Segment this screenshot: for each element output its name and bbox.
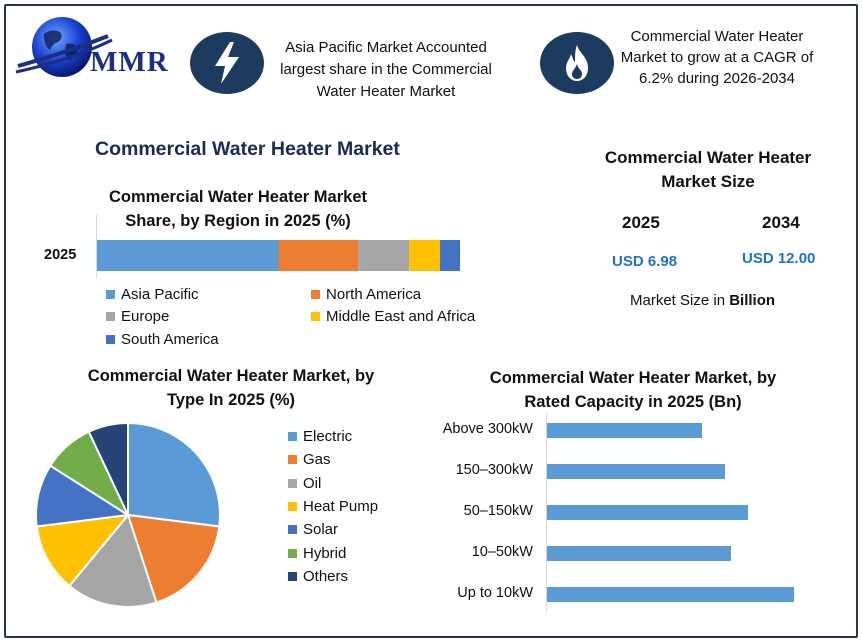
legend-swatch [288,502,297,511]
legend-label: South America [121,331,219,348]
type-legend-item-others: Others [288,568,348,585]
pie-slice-electric [128,423,220,527]
capacity-label-above-300kw: Above 300kW [413,421,533,437]
type-legend-item-gas: Gas [288,451,331,468]
market-size-title: Commercial Water Heater Market Size [592,146,824,194]
legend-swatch [106,335,115,344]
region-legend-item-north-america: North America [311,286,421,303]
market-size-note-unit: Billion [729,292,775,309]
region-chart-title: Commercial Water Heater Market Share, by… [90,185,386,233]
legend-label: Oil [303,475,321,492]
market-size-note-prefix: Market Size in [630,292,729,309]
type-legend-item-electric: Electric [288,428,352,445]
legend-label: Solar [303,521,338,538]
capacity-bar-150-300kw [547,464,725,479]
legend-swatch [106,290,115,299]
capacity-label-50-150kw: 50–150kW [413,503,533,519]
legend-swatch [288,572,297,581]
region-legend-item-asia-pacific: Asia Pacific [106,286,199,303]
size-year-2034: 2034 [762,213,800,233]
type-legend-item-hybrid: Hybrid [288,545,346,562]
size-value-2034: USD 12.00 [742,250,815,267]
legend-label: North America [326,286,421,303]
capacity-label-up-to-10kw: Up to 10kW [413,585,533,601]
region-legend-item-south-america: South America [106,331,219,348]
banner-icon-flame [540,32,614,94]
legend-swatch [288,525,297,534]
legend-label: Others [303,568,348,585]
type-legend-item-heat-pump: Heat Pump [288,498,378,515]
type-legend-item-solar: Solar [288,521,338,538]
type-chart-title: Commercial Water Heater Market, by Type … [70,364,392,412]
legend-label: Asia Pacific [121,286,199,303]
type-pie-chart [35,423,225,609]
legend-label: Heat Pump [303,498,378,515]
lightning-bolt-icon [212,42,242,84]
region-bar-segment-europe [358,240,409,271]
legend-label: Gas [303,451,331,468]
region-bar-segment-south-america [440,240,460,271]
region-bar-segment-north-america [279,240,359,271]
capacity-chart-title: Commercial Water Heater Market, by Rated… [470,366,796,414]
capacity-bar-above-300kw [547,423,702,438]
region-category-label: 2025 [44,247,76,263]
market-size-note: Market Size in Billion [630,292,775,309]
size-year-2025: 2025 [622,213,660,233]
legend-label: Hybrid [303,545,346,562]
region-bar-segment-middle-east-and-africa [409,240,440,271]
flame-icon [562,44,592,82]
type-legend-item-oil: Oil [288,475,321,492]
legend-swatch [106,312,115,321]
legend-label: Electric [303,428,352,445]
capacity-label-150-300kw: 150–300kW [413,462,533,478]
capacity-label-10-50kw: 10–50kW [413,544,533,560]
region-stacked-bar [97,240,467,271]
legend-swatch [288,479,297,488]
region-legend-item-europe: Europe [106,308,169,325]
legend-swatch [288,549,297,558]
capacity-bar-10-50kw [547,546,731,561]
legend-swatch [311,290,320,299]
capacity-bar-50-150kw [547,505,748,520]
capacity-bar-up-to-10kw [547,587,794,602]
banner-icon-bolt [190,32,264,94]
banner-text-cagr: Commercial Water Heater Market to grow a… [612,26,822,89]
legend-label: Middle East and Africa [326,308,475,325]
legend-swatch [288,455,297,464]
size-value-2025: USD 6.98 [612,253,677,270]
legend-swatch [288,432,297,441]
logo-text: MMR [90,46,169,79]
legend-label: Europe [121,308,169,325]
banner-text-region: Asia Pacific Market Accounted largest sh… [266,37,506,103]
region-legend-item-middle-east-and-africa: Middle East and Africa [311,308,475,325]
legend-swatch [311,312,320,321]
region-bar-segment-asia-pacific [97,240,279,271]
main-title: Commercial Water Heater Market [95,138,400,161]
